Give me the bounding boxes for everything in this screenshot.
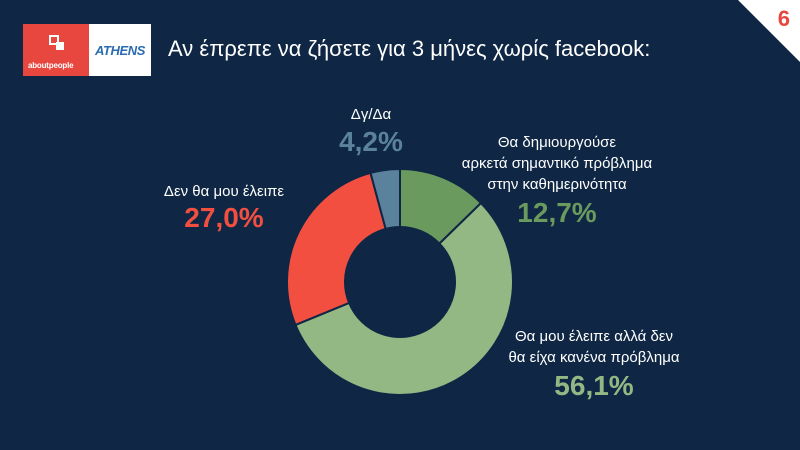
slice-miss-no-problem-label: Θα μου έλειπε αλλά δεν θα είχα κανένα πρό… [444,326,744,368]
slice-miss-no-problem-label-line: θα είχα κανένα πρόβλημα [508,349,680,366]
page-title: Αν έπρεπε να ζήσετε για 3 μήνες χωρίς fa… [168,36,651,61]
slice-significant-problem-label: Θα δημιουργούσε αρκετά σημαντικό πρόβλημα… [407,132,707,195]
aboutpeople-logo: aboutpeople [23,24,89,76]
slice-miss-no-problem-label-line: Θα μου έλειπε αλλά δεν [514,328,674,345]
slice-dk-na-label-line: Δγ/Δα [350,106,392,123]
slice-would-not-miss-value: 27,0% [184,202,264,233]
slice-significant-problem-label-line: αρκετά σημαντικό πρόβλημα [461,155,653,172]
slice-significant-problem-label-line: Θα δημιουργούσε [497,134,617,151]
slice-dk-na-label: Δγ/Δα [221,104,521,125]
slice-significant-problem-value: 12,7% [517,197,597,228]
corner-decoration [738,0,800,62]
slide-number: 6 [777,6,790,31]
aboutpeople-logo-mark [49,35,64,50]
donut-hole [345,227,455,337]
slice-significant-problem-label-line: στην καθημερινότητα [487,176,627,193]
logo-box: aboutpeople ATHENS [23,24,151,76]
athens-logo-text: ATHENS [94,42,146,58]
slice-would-not-miss-label-line: Δεν θα μου έλειπε [163,183,285,200]
slice-dk-na-value: 4,2% [339,126,403,157]
slice-would-not-miss-label: Δεν θα μου έλειπε [74,181,374,202]
slice-miss-no-problem-value: 56,1% [554,370,634,401]
aboutpeople-logo-text: aboutpeople [28,61,74,70]
